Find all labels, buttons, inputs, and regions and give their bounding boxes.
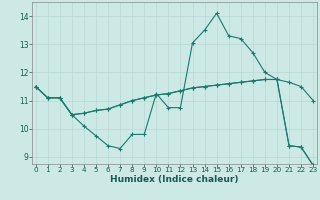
- X-axis label: Humidex (Indice chaleur): Humidex (Indice chaleur): [110, 175, 239, 184]
